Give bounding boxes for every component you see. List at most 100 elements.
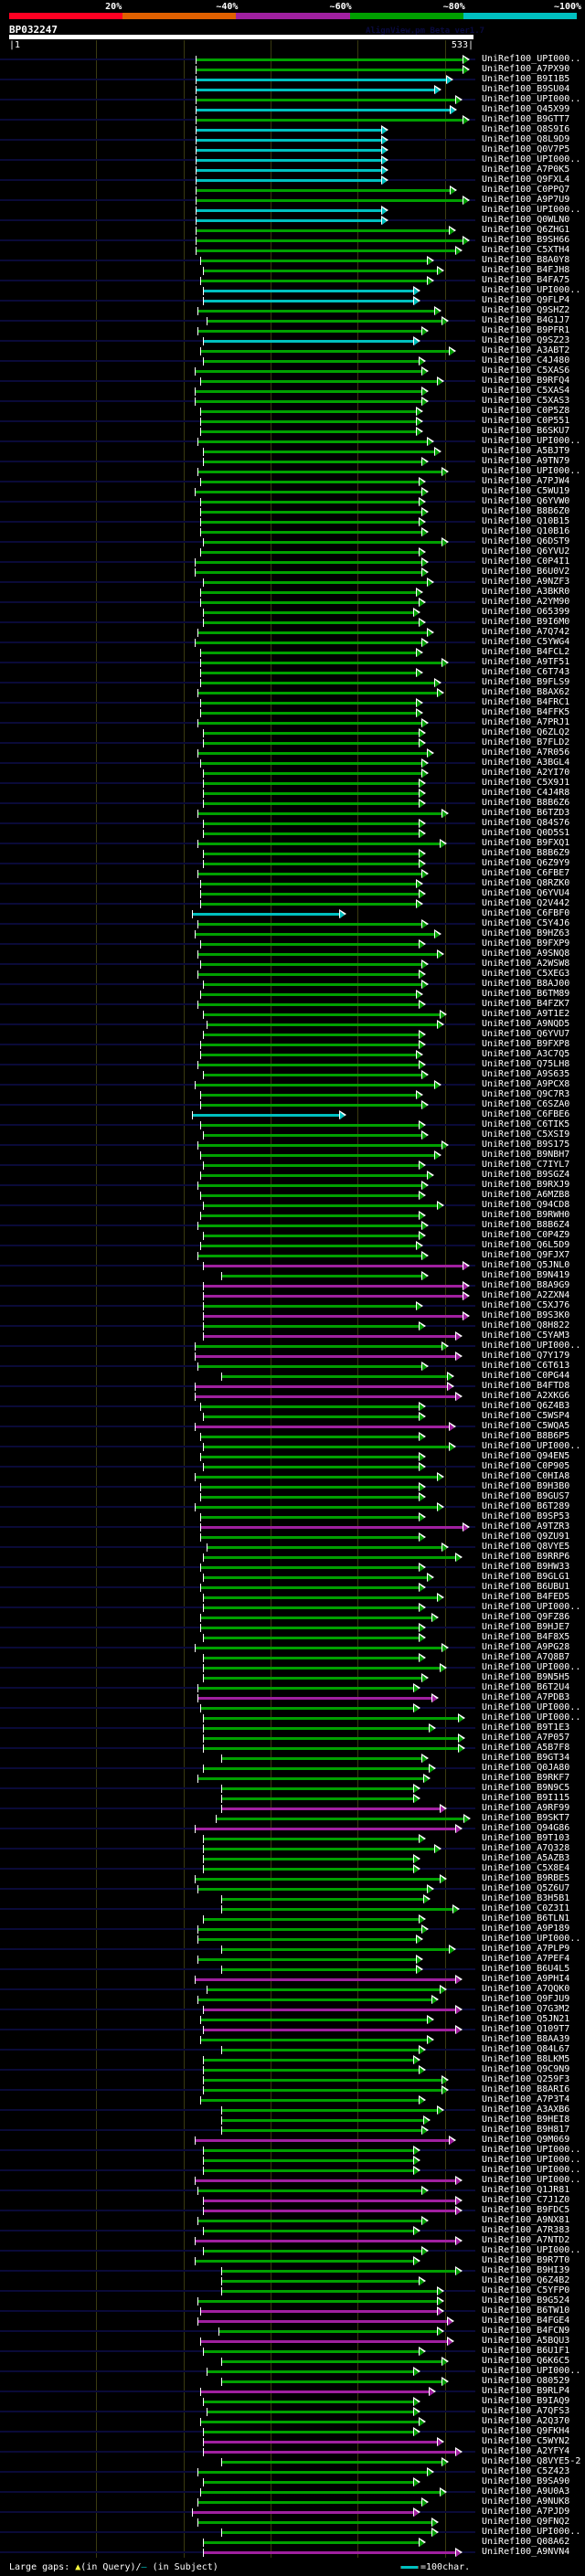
hit-label[interactable]: UniRef100_UPI000..	[482, 1662, 581, 1672]
hit-label[interactable]: UniRef100_C5XJ76	[482, 1300, 570, 1310]
hit-label[interactable]: UniRef100_B8LKM5	[482, 2054, 570, 2064]
hit-label[interactable]: UniRef100_C5Z423	[482, 2466, 570, 2476]
hit-label[interactable]: UniRef100_A3C7Q5	[482, 1049, 570, 1059]
hit-label[interactable]: UniRef100_B9NBH7	[482, 1150, 570, 1160]
hit-label[interactable]: UniRef100_Q84S76	[482, 818, 570, 828]
hit-label[interactable]: UniRef100_B6TLN1	[482, 1913, 570, 1924]
hit-label[interactable]: UniRef100_C0P5Z8	[482, 406, 570, 416]
hit-label[interactable]: UniRef100_Q7Y179	[482, 1351, 570, 1361]
hit-label[interactable]: UniRef100_C5XTH4	[482, 245, 570, 255]
hit-label[interactable]: UniRef100_C4J4R8	[482, 788, 570, 798]
hit-label[interactable]: UniRef100_B3H5B1	[482, 1893, 570, 1903]
hit-label[interactable]: UniRef100_B9RBE5	[482, 1873, 570, 1883]
hit-label[interactable]: UniRef100_A7R383	[482, 2225, 570, 2235]
hit-label[interactable]: UniRef100_A9NZF3	[482, 577, 570, 587]
hit-label[interactable]: UniRef100_A9U0A3	[482, 2486, 570, 2496]
hit-label[interactable]: UniRef100_Q2V442	[482, 898, 570, 908]
hit-label[interactable]: UniRef100_B9RKF7	[482, 1773, 570, 1783]
hit-label[interactable]: UniRef100_C6SZA0	[482, 1099, 570, 1109]
hit-label[interactable]: UniRef100_A2ZXN4	[482, 1290, 570, 1300]
hit-label[interactable]: UniRef100_C0PG44	[482, 1371, 570, 1381]
hit-label[interactable]: UniRef100_C5WYN2	[482, 2436, 570, 2446]
hit-label[interactable]: UniRef100_A2YM90	[482, 597, 570, 607]
hit-label[interactable]: UniRef100_Q6ZLQ2	[482, 727, 570, 737]
hit-label[interactable]: UniRef100_Q1JR81	[482, 2185, 570, 2195]
hit-label[interactable]: UniRef100_Q6Z4B3	[482, 1401, 570, 1411]
hit-label[interactable]: UniRef100_A7QFS3	[482, 2406, 570, 2416]
hit-label[interactable]: UniRef100_A9T1E2	[482, 1009, 570, 1019]
hit-label[interactable]: UniRef100_Q6YVU2	[482, 546, 570, 557]
hit-label[interactable]: UniRef100_B8B6Z6	[482, 798, 570, 808]
hit-label[interactable]: UniRef100_B9GLG1	[482, 1572, 570, 1582]
hit-label[interactable]: UniRef100_C6FBE7	[482, 868, 570, 878]
hit-label[interactable]: UniRef100_C5X8E4	[482, 1863, 570, 1873]
hit-label[interactable]: UniRef100_B6U4L5	[482, 1964, 570, 1974]
hit-label[interactable]: UniRef100_Q6ZHG1	[482, 225, 570, 235]
hit-label[interactable]: UniRef100_B9HJE7	[482, 1622, 570, 1632]
hit-label[interactable]: UniRef100_B9HI39	[482, 2265, 570, 2275]
hit-label[interactable]: UniRef100_A2XKG6	[482, 1391, 570, 1401]
hit-label[interactable]: UniRef100_B9I6M0	[482, 617, 570, 627]
hit-label[interactable]: UniRef100_B9S175	[482, 1140, 570, 1150]
hit-label[interactable]: UniRef100_Q0JA80	[482, 1763, 570, 1773]
hit-label[interactable]: UniRef100_B6SKU7	[482, 426, 570, 436]
hit-label[interactable]: UniRef100_B9RWH0	[482, 1210, 570, 1220]
hit-label[interactable]: UniRef100_A7P057	[482, 1733, 570, 1743]
hit-label[interactable]: UniRef100_A7PJW4	[482, 476, 570, 486]
hit-label[interactable]: UniRef100_B9FXP8	[482, 1039, 570, 1049]
hit-label[interactable]: UniRef100_B9SGZ4	[482, 1170, 570, 1180]
hit-label[interactable]: UniRef100_UPI000..	[482, 2527, 581, 2537]
hit-label[interactable]: UniRef100_B6TW10	[482, 2306, 570, 2316]
hit-label[interactable]: UniRef100_A9PG28	[482, 1642, 570, 1652]
hit-label[interactable]: UniRef100_A5BQU3	[482, 2336, 570, 2346]
hit-label[interactable]: UniRef100_B9IAQ9	[482, 2396, 570, 2406]
hit-label[interactable]: UniRef100_C5Y4J6	[482, 918, 570, 928]
hit-label[interactable]: UniRef100_UPI000..	[482, 2175, 581, 2185]
hit-label[interactable]: UniRef100_Q10B15	[482, 516, 570, 526]
hit-label[interactable]: UniRef100_UPI000..	[482, 94, 581, 104]
hit-label[interactable]: UniRef100_C0P551	[482, 416, 570, 426]
hit-label[interactable]: UniRef100_B9GUS7	[482, 1491, 570, 1501]
hit-label[interactable]: UniRef100_A7R056	[482, 747, 570, 758]
hit-label[interactable]: UniRef100_UPI000..	[482, 54, 581, 64]
hit-label[interactable]: UniRef100_Q9C7R3	[482, 1089, 570, 1099]
hit-label[interactable]: UniRef100_Q6YVU4	[482, 888, 570, 898]
hit-label[interactable]: UniRef100_A9NX81	[482, 2215, 570, 2225]
hit-label[interactable]: UniRef100_C5YFP0	[482, 2285, 570, 2295]
hit-label[interactable]: UniRef100_UPI000..	[482, 205, 581, 215]
hit-label[interactable]: UniRef100_Q9SHZ2	[482, 305, 570, 315]
hit-label[interactable]: UniRef100_B9FXP9	[482, 938, 570, 949]
hit-label[interactable]: UniRef100_Q10B16	[482, 526, 570, 536]
hit-label[interactable]: UniRef100_Q9FNQ2	[482, 2517, 570, 2527]
hit-label[interactable]: UniRef100_Q94EN5	[482, 1451, 570, 1461]
hit-label[interactable]: UniRef100_B8AA39	[482, 2034, 570, 2044]
hit-label[interactable]: UniRef100_A7PRJ1	[482, 717, 570, 727]
hit-label[interactable]: UniRef100_A2YI70	[482, 768, 570, 778]
hit-label[interactable]: UniRef100_A7PX90	[482, 64, 570, 74]
hit-label[interactable]: UniRef100_UPI000..	[482, 2145, 581, 2155]
hit-label[interactable]: UniRef100_B9I1B5	[482, 74, 570, 84]
hit-label[interactable]: UniRef100_B9SU04	[482, 84, 570, 94]
hit-label[interactable]: UniRef100_B9SA90	[482, 2476, 570, 2486]
hit-label[interactable]: UniRef100_UPI000..	[482, 285, 581, 295]
hit-label[interactable]: UniRef100_UPI000..	[482, 154, 581, 164]
hit-label[interactable]: UniRef100_B9G524	[482, 2295, 570, 2306]
hit-label[interactable]: UniRef100_UPI000..	[482, 1602, 581, 1612]
hit-label[interactable]: UniRef100_B9GTT7	[482, 114, 570, 124]
hit-label[interactable]: UniRef100_Q9FXL4	[482, 175, 570, 185]
hit-label[interactable]: UniRef100_B6TM89	[482, 989, 570, 999]
hit-label[interactable]: UniRef100_B9SH66	[482, 235, 570, 245]
hit-label[interactable]: UniRef100_Q08A62	[482, 2537, 570, 2547]
hit-label[interactable]: UniRef100_A2YFY4	[482, 2446, 570, 2456]
hit-label[interactable]: UniRef100_UPI000..	[482, 1441, 581, 1451]
hit-label[interactable]: UniRef100_A9TN79	[482, 456, 570, 466]
hit-label[interactable]: UniRef100_B4FGE4	[482, 2316, 570, 2326]
hit-label[interactable]: UniRef100_C6TIK5	[482, 1119, 570, 1129]
hit-label[interactable]: UniRef100_Q8S9I6	[482, 124, 570, 134]
hit-label[interactable]: UniRef100_C5YAM3	[482, 1330, 570, 1341]
hit-label[interactable]: UniRef100_Q259F3	[482, 2074, 570, 2084]
hit-label[interactable]: UniRef100_C0PPQ7	[482, 185, 570, 195]
hit-label[interactable]: UniRef100_Q84L67	[482, 2044, 570, 2054]
hit-label[interactable]: UniRef100_A7PLP9	[482, 1944, 570, 1954]
hit-label[interactable]: UniRef100_B8A0Y8	[482, 255, 570, 265]
